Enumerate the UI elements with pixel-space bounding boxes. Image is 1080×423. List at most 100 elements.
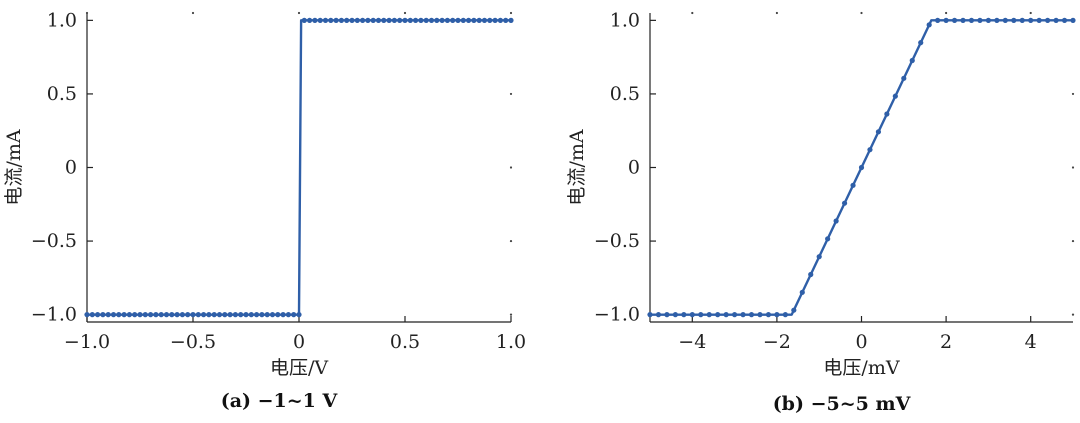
data-point [977, 17, 983, 23]
data-point [943, 17, 949, 23]
data-point [833, 218, 839, 224]
y-tick-label: 1.0 [47, 9, 77, 31]
data-point [1070, 17, 1076, 23]
chart-b: −4 −2 0 2 4 −1.0 −0.5 0 0.5 1.0 电压/mV 电流/mA (b) −5~5… [566, 9, 1076, 415]
data-point [397, 17, 403, 23]
data-point [867, 147, 873, 153]
x-tick-label: −2 [763, 331, 791, 353]
data-point [434, 17, 440, 23]
data-point [264, 312, 270, 318]
data-point [413, 17, 419, 23]
data-point [816, 254, 822, 260]
x-tick-label: −0.5 [170, 331, 216, 353]
data-point [232, 312, 238, 318]
chart-a: −1.0 −0.5 0 0.5 1.0 −1.0 −0.5 0 0.5 1.0 电压/V 电流/mA (… [3, 9, 526, 412]
data-point [121, 312, 127, 318]
data-point [301, 17, 307, 23]
x-tick-label: 0 [293, 331, 305, 353]
data-point [487, 17, 493, 23]
x-tick-label: −1.0 [64, 331, 110, 353]
data-point [439, 17, 445, 23]
top-edge-dot [191, 11, 195, 15]
data-point [723, 312, 729, 318]
data-point [782, 312, 788, 318]
data-point [1011, 17, 1017, 23]
data-point [799, 289, 805, 295]
data-point [455, 17, 461, 23]
y-tick-label: 0 [628, 157, 640, 179]
data-point [285, 312, 291, 318]
right-edge-dot [509, 313, 513, 316]
top-edge-dot [1029, 11, 1032, 15]
data-point [698, 312, 704, 318]
data-point [825, 236, 831, 242]
right-edge-dot [1071, 92, 1075, 96]
x-axis-label: 电压/V [270, 357, 328, 379]
data-point [275, 312, 281, 318]
data-point [706, 312, 712, 318]
data-point [312, 17, 318, 23]
data-point [132, 312, 138, 318]
data-point [774, 312, 780, 318]
data-point [259, 312, 265, 318]
data-point [492, 17, 498, 23]
top-edge-dot [297, 11, 301, 15]
top-edge-dot [945, 11, 948, 15]
data-point [508, 17, 514, 23]
data-point [884, 111, 890, 117]
data-point [190, 312, 196, 318]
data-point [100, 312, 106, 318]
data-point [444, 17, 450, 23]
data-point [850, 182, 856, 188]
data-point [476, 17, 482, 23]
data-point [105, 312, 111, 318]
data-point [370, 17, 376, 23]
data-point [174, 312, 180, 318]
data-point [791, 307, 797, 313]
data-point [179, 312, 185, 318]
data-point [206, 312, 212, 318]
right-edge-dot [1071, 239, 1075, 243]
data-point [333, 17, 339, 23]
y-axis-label: 电流/mA [3, 129, 25, 205]
data-point [1045, 17, 1051, 23]
top-edge-dot [85, 11, 89, 15]
y-tick-label: −1.0 [594, 304, 640, 326]
right-edge-dot [1071, 166, 1075, 169]
data-point [148, 312, 154, 318]
data-point [307, 17, 313, 23]
right-edge-dot [1071, 313, 1075, 316]
series-line [87, 19, 511, 316]
data-point [169, 312, 175, 318]
data-point [354, 17, 360, 23]
data-point [968, 17, 975, 23]
data-point [291, 312, 297, 318]
data-point [227, 312, 233, 318]
data-point [808, 271, 814, 278]
data-point [918, 40, 924, 46]
data-point [407, 17, 413, 23]
data-point [402, 17, 408, 23]
data-point [238, 312, 244, 318]
x-tick-label: −4 [678, 331, 706, 353]
data-point [681, 312, 687, 318]
data-point [892, 93, 898, 99]
y-axis-label: 电流/mA [566, 129, 588, 205]
data-point [994, 17, 1000, 23]
data-point [655, 312, 662, 318]
top-edge-dot [775, 11, 779, 15]
data-point [89, 312, 95, 318]
data-point [386, 17, 392, 23]
data-point [672, 312, 678, 318]
data-point [466, 17, 472, 23]
data-point [765, 312, 772, 318]
data-point [481, 17, 488, 23]
data-point [732, 312, 738, 318]
data-point [280, 312, 286, 318]
data-point [296, 312, 302, 318]
data-point [317, 17, 323, 23]
data-point [185, 312, 191, 318]
data-point [201, 312, 207, 318]
data-point [901, 75, 907, 81]
